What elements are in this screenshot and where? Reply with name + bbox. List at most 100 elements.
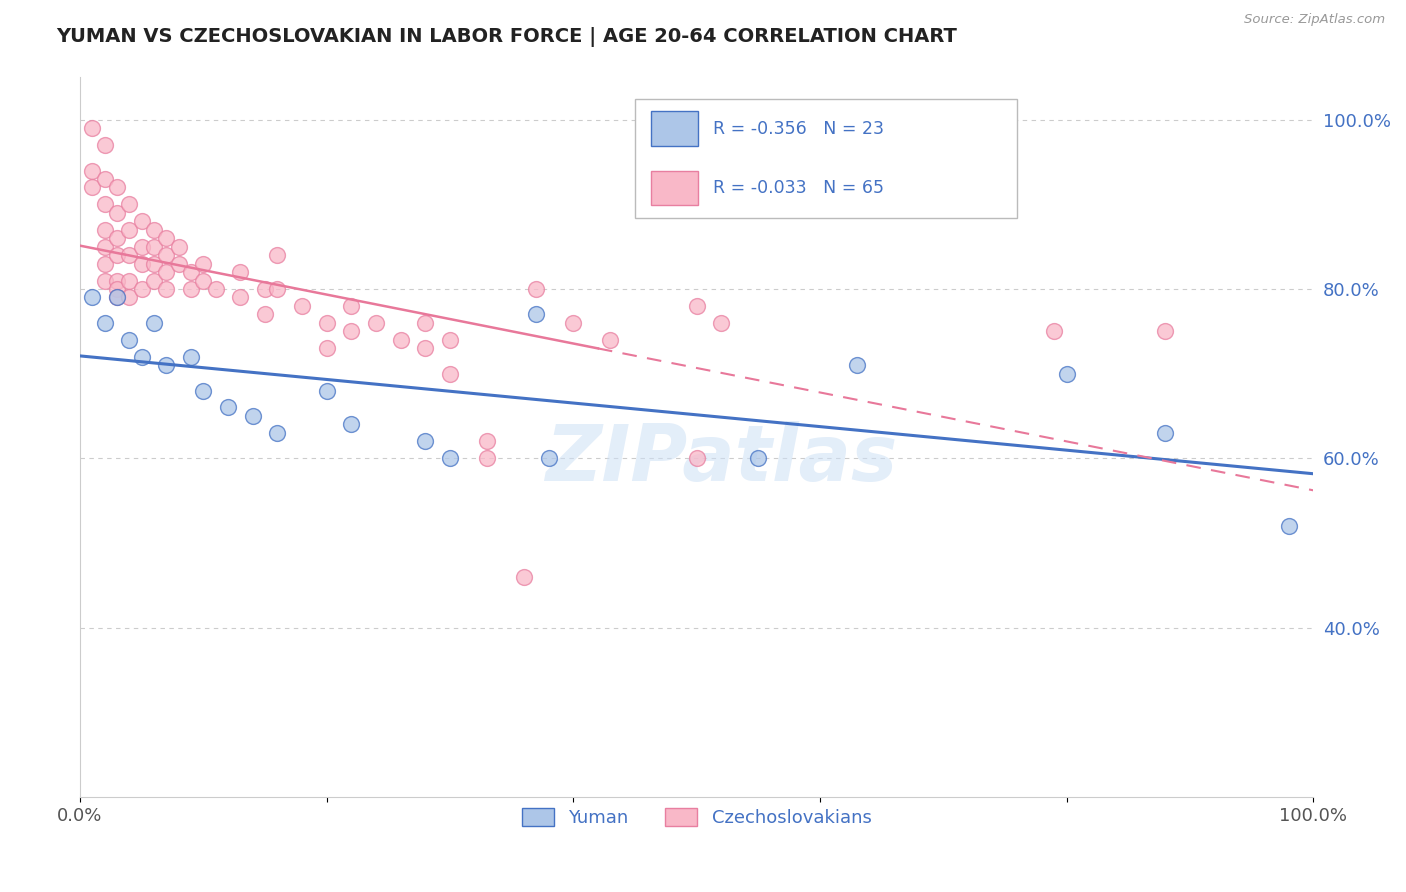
Point xyxy=(142,316,165,330)
Point xyxy=(413,341,436,355)
Point xyxy=(105,290,128,304)
Point xyxy=(131,282,153,296)
Point xyxy=(167,257,190,271)
Point xyxy=(1278,519,1301,533)
Point xyxy=(93,197,115,211)
Point xyxy=(82,180,104,194)
Point xyxy=(685,451,707,466)
Point xyxy=(413,316,436,330)
Point xyxy=(118,290,141,304)
Point xyxy=(82,121,104,136)
Point xyxy=(685,299,707,313)
Point xyxy=(82,163,104,178)
Point xyxy=(340,417,363,432)
Point xyxy=(340,324,363,338)
Point xyxy=(524,282,547,296)
Text: Source: ZipAtlas.com: Source: ZipAtlas.com xyxy=(1244,13,1385,27)
Point xyxy=(131,214,153,228)
Point xyxy=(315,384,337,398)
Point xyxy=(845,358,868,372)
Point xyxy=(599,333,621,347)
Point xyxy=(118,248,141,262)
Legend: Yuman, Czechoslovakians: Yuman, Czechoslovakians xyxy=(515,801,879,835)
Point xyxy=(82,290,104,304)
Point xyxy=(1056,367,1078,381)
Point xyxy=(193,274,215,288)
Point xyxy=(475,434,498,449)
Point xyxy=(204,282,226,296)
Point xyxy=(315,341,337,355)
Point xyxy=(155,265,177,279)
Point xyxy=(1043,324,1066,338)
Text: R = -0.033   N = 65: R = -0.033 N = 65 xyxy=(713,179,883,197)
Point xyxy=(142,274,165,288)
Point xyxy=(242,409,264,423)
Point xyxy=(180,350,202,364)
Point xyxy=(389,333,412,347)
Point xyxy=(142,223,165,237)
Point xyxy=(105,248,128,262)
Point xyxy=(291,299,314,313)
Point xyxy=(710,316,733,330)
Point xyxy=(193,257,215,271)
Point xyxy=(439,367,461,381)
Point xyxy=(118,333,141,347)
Point xyxy=(1154,425,1177,440)
Text: YUMAN VS CZECHOSLOVAKIAN IN LABOR FORCE | AGE 20-64 CORRELATION CHART: YUMAN VS CZECHOSLOVAKIAN IN LABOR FORCE … xyxy=(56,27,957,46)
Point xyxy=(413,434,436,449)
Bar xyxy=(651,171,697,205)
Point xyxy=(93,223,115,237)
Text: ZIPatlas: ZIPatlas xyxy=(546,421,897,497)
Point xyxy=(155,282,177,296)
Point xyxy=(253,307,276,321)
FancyBboxPatch shape xyxy=(636,99,1018,218)
Point xyxy=(93,172,115,186)
Point xyxy=(155,248,177,262)
Point xyxy=(105,274,128,288)
Point xyxy=(439,451,461,466)
Point xyxy=(229,265,252,279)
Point xyxy=(155,358,177,372)
Point xyxy=(105,290,128,304)
Point xyxy=(118,223,141,237)
Point xyxy=(266,282,288,296)
Point xyxy=(193,384,215,398)
Point xyxy=(180,282,202,296)
Point xyxy=(562,316,585,330)
Text: R = -0.356   N = 23: R = -0.356 N = 23 xyxy=(713,120,883,137)
Point xyxy=(315,316,337,330)
Point xyxy=(167,240,190,254)
Point xyxy=(364,316,387,330)
Point xyxy=(266,425,288,440)
Point xyxy=(118,274,141,288)
Point xyxy=(180,265,202,279)
Point xyxy=(524,307,547,321)
Point xyxy=(217,401,239,415)
Point xyxy=(253,282,276,296)
Point xyxy=(229,290,252,304)
Point xyxy=(1154,324,1177,338)
Point xyxy=(439,333,461,347)
Point xyxy=(93,274,115,288)
Point xyxy=(131,257,153,271)
Point xyxy=(537,451,560,466)
Point xyxy=(131,350,153,364)
Point xyxy=(105,282,128,296)
Point xyxy=(93,240,115,254)
Point xyxy=(475,451,498,466)
Point xyxy=(513,570,536,584)
Point xyxy=(266,248,288,262)
Point xyxy=(105,231,128,245)
Point xyxy=(93,138,115,153)
Point xyxy=(131,240,153,254)
Point xyxy=(142,240,165,254)
Point xyxy=(747,451,769,466)
Point xyxy=(155,231,177,245)
Bar xyxy=(651,112,697,145)
Point xyxy=(93,316,115,330)
Point xyxy=(340,299,363,313)
Point xyxy=(118,197,141,211)
Point xyxy=(105,206,128,220)
Point xyxy=(142,257,165,271)
Point xyxy=(105,180,128,194)
